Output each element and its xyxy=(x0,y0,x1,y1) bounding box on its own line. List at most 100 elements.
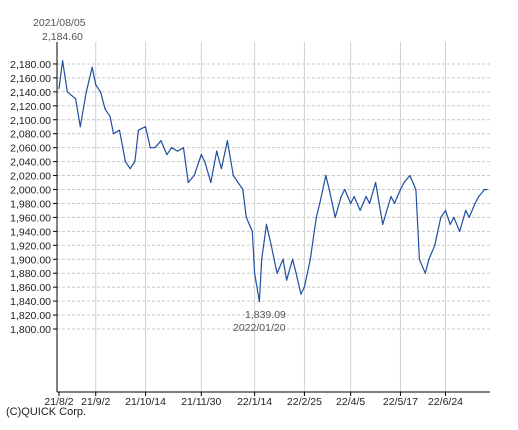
series-point xyxy=(242,188,244,191)
series-point xyxy=(300,293,302,295)
series-group xyxy=(58,60,488,303)
series-point xyxy=(453,216,455,218)
series-point xyxy=(118,129,121,131)
y-tick-label: 2,120.00 xyxy=(10,101,51,113)
series-point xyxy=(486,188,488,191)
x-tick-label: 22/6/24 xyxy=(428,396,463,408)
series-point xyxy=(474,202,476,204)
series-point xyxy=(295,272,297,274)
series-point xyxy=(344,188,346,191)
series-point xyxy=(334,216,336,218)
series-point xyxy=(104,108,106,110)
y-tick-label: 2,040.00 xyxy=(10,157,51,169)
series-point xyxy=(144,126,147,128)
x-tick-label: 22/4/5 xyxy=(336,396,365,408)
series-point xyxy=(390,195,392,198)
series-point xyxy=(440,216,442,218)
y-tick-label: 1,920.00 xyxy=(10,240,51,252)
series-point xyxy=(484,188,486,191)
series-point xyxy=(112,133,115,135)
y-tick-label: 1,900.00 xyxy=(10,254,51,266)
series-point xyxy=(286,279,288,281)
series-point xyxy=(62,60,64,62)
series-point xyxy=(459,230,461,232)
series-point xyxy=(85,91,87,93)
series-point xyxy=(359,209,361,211)
y-tick-label: 1,980.00 xyxy=(10,198,51,210)
annotation-high-date: 2021/08/05 xyxy=(33,17,86,29)
series-point xyxy=(375,181,377,184)
series-point xyxy=(75,98,77,100)
x-tick-label: 21/8/2 xyxy=(44,396,73,408)
series-point xyxy=(393,202,396,204)
series-point xyxy=(258,301,260,303)
y-tick-label: 2,000.00 xyxy=(10,185,51,197)
series-point xyxy=(187,181,189,184)
series-point xyxy=(265,223,268,225)
series-point xyxy=(124,161,126,163)
series-point xyxy=(340,195,342,198)
series-point xyxy=(226,140,228,142)
y-tick-label: 2,060.00 xyxy=(10,143,51,155)
series-point xyxy=(193,174,195,177)
x-tick-label: 21/11/30 xyxy=(181,396,221,408)
series-point xyxy=(292,258,294,260)
series-point xyxy=(409,174,411,177)
x-tick-label: 22/2/25 xyxy=(287,396,322,408)
series-point xyxy=(315,216,317,218)
series-point xyxy=(325,174,327,177)
series-point xyxy=(99,91,102,93)
y-tick-label: 2,100.00 xyxy=(10,115,51,127)
x-tick-label: 22/1/14 xyxy=(237,396,272,408)
series-point xyxy=(418,258,420,260)
series-point xyxy=(182,147,185,149)
series-point xyxy=(434,244,436,246)
series-point xyxy=(58,87,60,89)
series-point xyxy=(220,168,222,170)
series-point xyxy=(204,161,206,163)
series-point xyxy=(424,272,426,274)
series-point xyxy=(129,168,131,170)
series-point xyxy=(399,188,402,191)
series-point xyxy=(328,188,330,191)
y-tick-label: 2,080.00 xyxy=(10,129,51,141)
annotation-low-date: 2022/01/20 xyxy=(233,322,286,334)
x-axis-ticks: 21/8/2 21/9/2 21/10/14 21/11/30 22/1/14 22/2/… xyxy=(44,392,463,408)
series-point xyxy=(254,272,256,274)
series-point xyxy=(160,140,162,142)
series-point xyxy=(200,154,202,156)
series-point xyxy=(154,147,156,149)
series-point xyxy=(369,202,371,204)
series-point xyxy=(382,223,384,225)
y-tick-label: 1,820.00 xyxy=(10,310,51,322)
annotation-low-value: 1,839.09 xyxy=(245,309,286,321)
y-tick-label: 2,160.00 xyxy=(10,73,51,85)
series-point xyxy=(79,126,81,128)
series-point xyxy=(177,150,179,152)
y-tick-label: 2,180.00 xyxy=(10,59,51,71)
series-point xyxy=(468,216,470,218)
series-point xyxy=(415,188,417,191)
annotation-high-value: 2,184.60 xyxy=(42,31,83,43)
series-point xyxy=(166,154,168,156)
series-point xyxy=(137,129,139,131)
y-tick-label: 1,860.00 xyxy=(10,282,51,294)
series-point xyxy=(350,202,352,204)
grid-lines xyxy=(57,42,490,392)
series-point xyxy=(282,258,284,260)
series-point xyxy=(216,150,218,152)
series-point xyxy=(444,209,447,211)
series-point xyxy=(134,161,136,163)
series-point xyxy=(465,209,467,211)
series-point xyxy=(251,230,253,232)
y-tick-label: 2,140.00 xyxy=(10,87,51,99)
series-point xyxy=(353,195,355,198)
y-axis-ticks: 1,800.00 1,820.00 1,840.00 1,860.00 1,880.00… xyxy=(10,59,57,336)
series-point xyxy=(403,181,405,184)
y-tick-label: 1,960.00 xyxy=(10,212,51,224)
series-point xyxy=(303,286,305,288)
series-point xyxy=(478,195,480,198)
x-tick-label: 21/9/2 xyxy=(81,396,110,408)
series-point xyxy=(270,244,272,246)
